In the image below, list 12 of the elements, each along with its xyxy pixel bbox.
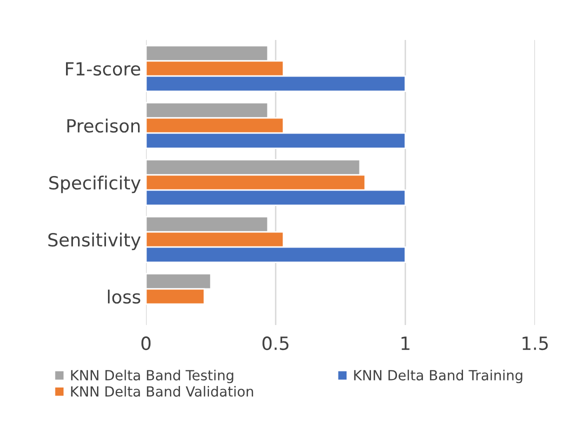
x-tick-label: 1 [402,336,410,350]
legend-label: KNN Delta Band Validation [71,386,254,397]
y-tick-label: F1-score [66,62,140,76]
y-tick-label: loss [108,290,140,304]
x-tick-label: 1.5 [522,336,548,350]
legend-label: KNN Delta Band Testing [71,370,234,384]
legend-label: KNN Delta Band Training [354,370,522,384]
y-tick-label: Sensitivity [48,232,141,250]
x-tick-label: 0.5 [262,336,288,350]
y-tick-label: Precison [67,118,140,133]
x-tick-label: 0 [141,336,151,350]
y-tick-label: Specificity [49,176,141,194]
